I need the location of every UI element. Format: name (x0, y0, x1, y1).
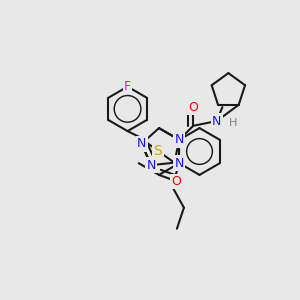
Text: N: N (175, 133, 184, 146)
Text: S: S (154, 144, 162, 158)
Text: H: H (229, 118, 237, 128)
Text: N: N (137, 137, 146, 150)
Text: N: N (212, 115, 221, 128)
Text: N: N (175, 157, 184, 170)
Text: N: N (146, 159, 156, 172)
Text: O: O (172, 175, 182, 188)
Text: O: O (188, 100, 198, 113)
Text: F: F (124, 80, 131, 93)
